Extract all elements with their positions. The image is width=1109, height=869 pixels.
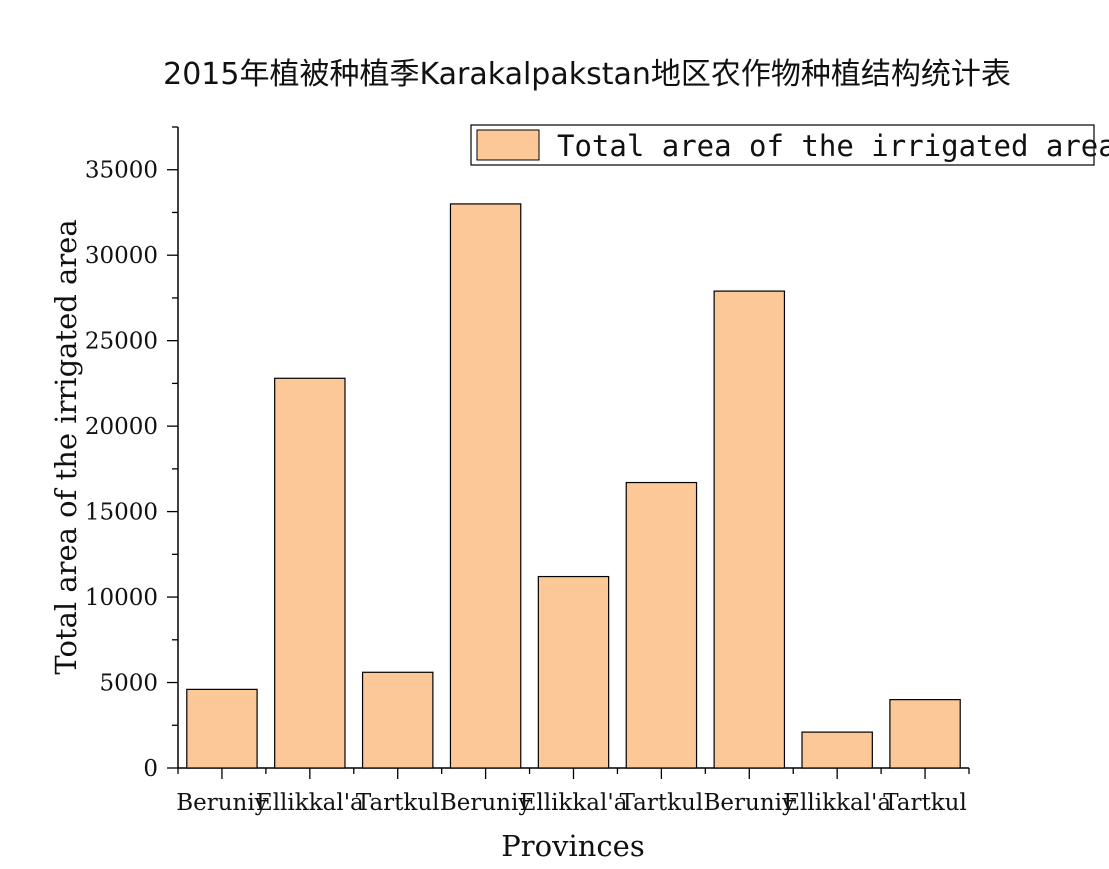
bar bbox=[713, 290, 786, 769]
bar bbox=[449, 203, 522, 769]
x-tick-label: Ellikkal'a bbox=[783, 790, 891, 816]
y-tick-label: 10000 bbox=[85, 585, 158, 611]
bar bbox=[625, 481, 698, 769]
bars bbox=[186, 203, 961, 769]
bar bbox=[361, 671, 434, 769]
y-axis: 0 5000 10000 15000 20000 25000 30000 35000 bbox=[85, 126, 179, 782]
x-tick-label: Beruniy bbox=[704, 790, 795, 816]
x-tick-label: Beruniy bbox=[440, 790, 531, 816]
y-tick-label: 5000 bbox=[99, 671, 158, 697]
chart-title: 2015年植被种植季Karakalpakstan地区农作物种植结构统计表 bbox=[163, 57, 1011, 92]
bar bbox=[274, 377, 346, 769]
x-tick-label: Beruniy bbox=[176, 790, 267, 816]
y-tick-label: 20000 bbox=[85, 414, 158, 440]
bar bbox=[889, 699, 961, 769]
x-tick-label: Tartkul bbox=[356, 790, 440, 816]
y-tick-label: 0 bbox=[143, 756, 158, 782]
y-tick-label: 30000 bbox=[85, 243, 158, 269]
y-tick-label: 25000 bbox=[85, 329, 158, 355]
x-tick-label: Tartkul bbox=[883, 790, 967, 816]
x-axis-label: Provinces bbox=[501, 829, 644, 863]
legend-label: Total area of the irrigated area bbox=[557, 129, 1109, 163]
x-tick-label: Ellikkal'a bbox=[256, 790, 364, 816]
bar bbox=[801, 731, 873, 769]
x-tick-label: Ellikkal'a bbox=[520, 790, 628, 816]
y-tick-label: 35000 bbox=[85, 158, 158, 184]
legend: Total area of the irrigated area bbox=[470, 124, 1109, 166]
legend-box bbox=[470, 124, 1095, 166]
y-tick-label: 15000 bbox=[85, 500, 158, 526]
legend-swatch bbox=[476, 129, 540, 161]
x-tick-label: Tartkul bbox=[620, 790, 704, 816]
bar bbox=[186, 688, 258, 769]
y-axis-label: Total area of the irrigated area bbox=[49, 219, 83, 674]
bar bbox=[537, 575, 610, 769]
